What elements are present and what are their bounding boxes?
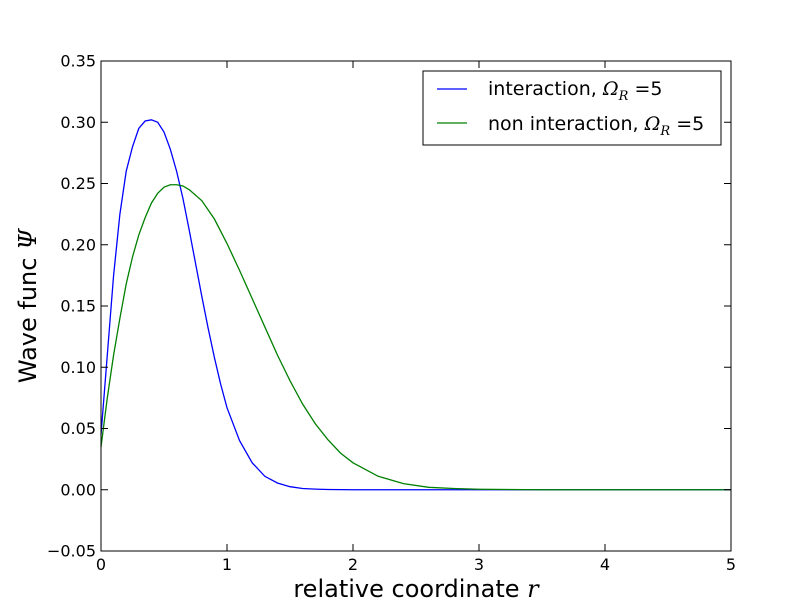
- x-tick-label: 0: [96, 555, 106, 574]
- legend: interaction, ΩR =5 non interaction, ΩR =…: [422, 70, 722, 146]
- x-tick-label: 1: [222, 555, 232, 574]
- y-tick-label: −0.05: [47, 542, 96, 561]
- legend-label-non-interaction: non interaction, ΩR =5: [488, 113, 704, 139]
- y-tick-label: 0.25: [60, 174, 96, 193]
- y-tick-label: 0.15: [60, 297, 96, 316]
- x-axis-label: relative coordinate r: [293, 575, 540, 603]
- y-axis-label-text: Wave func: [14, 258, 42, 384]
- x-axis-label-symbol: r: [527, 575, 540, 603]
- x-tick-label: 2: [348, 555, 358, 574]
- y-tick-label: 0.35: [60, 52, 96, 71]
- y-axis-label-symbol: Ψ: [14, 228, 42, 250]
- y-tick-label: 0.05: [60, 419, 96, 438]
- series-line-non-interaction: [100, 184, 731, 491]
- ticks-layer: 0 1 2 3 4 5 −0.05 0.00 0.05 0.10 0.15 0.20 0.25 0.30 0…: [47, 52, 736, 575]
- x-tick-label: 5: [726, 555, 736, 574]
- y-tick-label: 0.00: [60, 480, 96, 499]
- y-tick-label: 0.10: [60, 358, 96, 377]
- y-tick-label: 0.30: [60, 113, 96, 132]
- y-tick-label: 0.20: [60, 235, 96, 254]
- legend-box: [422, 70, 722, 146]
- series-layer: [100, 119, 731, 491]
- series-line-interaction: [100, 119, 731, 491]
- x-tick-label: 4: [600, 555, 610, 574]
- y-axis-label: Wave func Ψ: [14, 228, 42, 383]
- legend-label-interaction: interaction, ΩR =5: [488, 78, 662, 104]
- x-axis-label-text: relative coordinate: [293, 575, 519, 603]
- x-tick-label: 3: [474, 555, 484, 574]
